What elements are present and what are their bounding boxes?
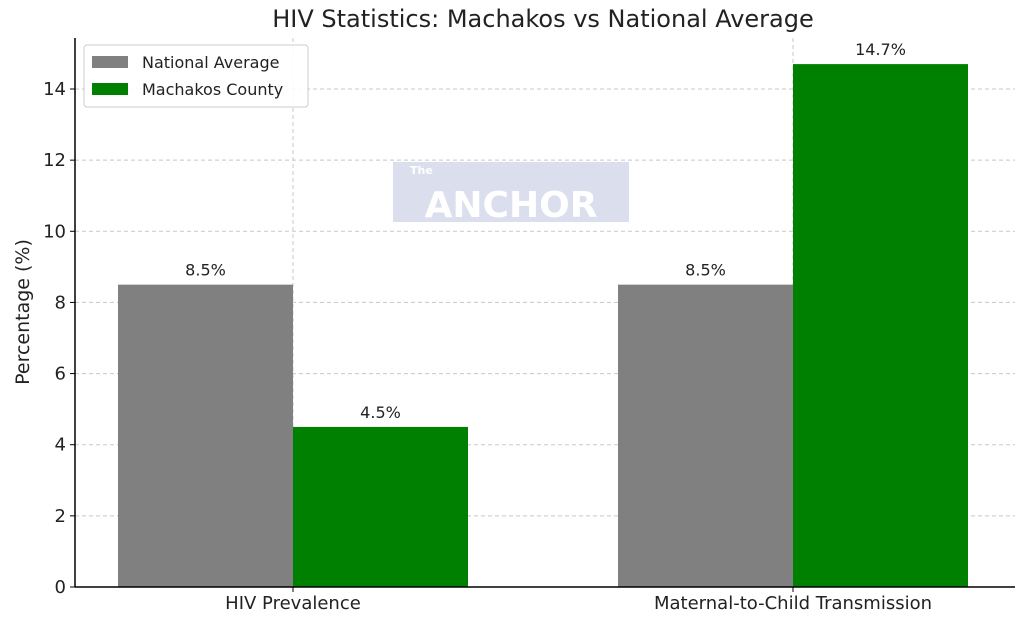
legend-swatch (92, 83, 128, 95)
bar-national-average (618, 284, 793, 587)
legend-swatch (92, 56, 128, 68)
y-tick-label: 6 (55, 364, 66, 385)
data-label: 8.5% (185, 261, 226, 280)
legend: National Average Machakos County (83, 44, 309, 108)
y-axis-label: Percentage (%) (12, 239, 34, 385)
y-tick-label: 2 (55, 506, 66, 527)
chart-title: HIV Statistics: Machakos vs National Ave… (272, 5, 814, 33)
legend-label: Machakos County (142, 80, 283, 99)
legend-box (83, 44, 309, 108)
bar-machakos-county (293, 426, 468, 587)
x-tick-label: HIV Prevalence (225, 593, 361, 614)
y-tick-label: 10 (43, 221, 66, 242)
data-label: 8.5% (685, 261, 726, 280)
y-tick-label: 0 (55, 577, 66, 598)
bar-national-average (118, 284, 293, 587)
watermark-small-text: The (410, 164, 433, 177)
y-tick-label: 14 (43, 79, 66, 100)
legend-label: National Average (142, 53, 279, 72)
data-label: 4.5% (360, 403, 401, 422)
bar-machakos-county (793, 64, 968, 588)
y-tick-label: 12 (43, 150, 66, 171)
y-tick-label: 8 (55, 292, 66, 313)
watermark-big-text: ANCHOR (425, 185, 598, 226)
anchor-logo-watermark: The ANCHOR (393, 162, 629, 226)
y-tick-label: 4 (55, 435, 66, 456)
x-tick-label: Maternal-to-Child Transmission (654, 593, 932, 614)
data-label: 14.7% (855, 40, 906, 59)
axes: 0 2 4 6 8 10 12 14 HIV Prevalence Maternal-to-Chi… (43, 38, 1015, 614)
bars: 8.5% 8.5% 4.5% 14.7% (118, 40, 968, 588)
watermark-background (393, 162, 629, 222)
